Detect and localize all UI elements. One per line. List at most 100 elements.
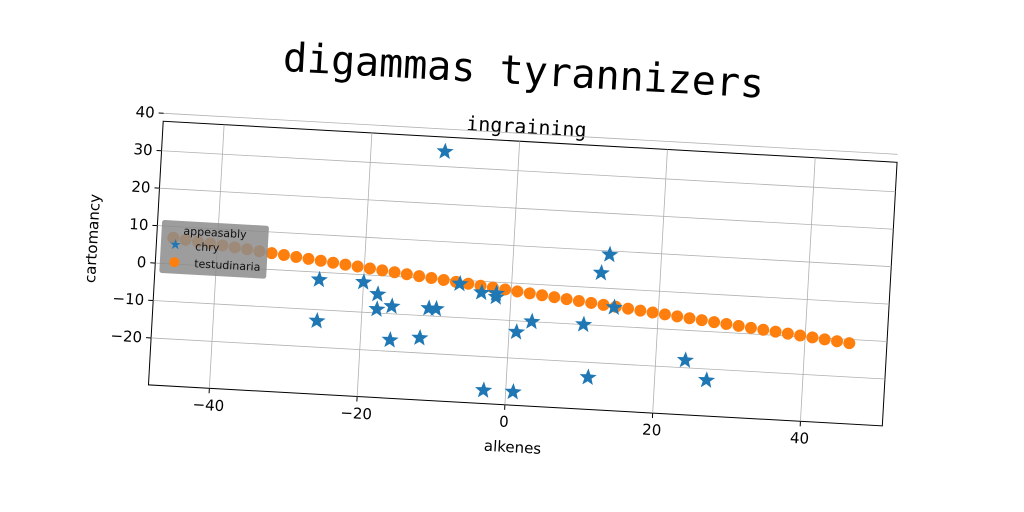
data-marks (167, 142, 856, 400)
testudinaria-point (781, 327, 794, 340)
testudinaria-point (708, 316, 721, 329)
x-axis-ticks: −40 −20 0 20 40 (192, 388, 810, 448)
testudinaria-point (290, 250, 303, 263)
testudinaria-point (351, 260, 364, 273)
x-grid-line (800, 157, 816, 422)
legend-star-marker: ★ (169, 238, 182, 254)
chry-point (592, 263, 610, 281)
x-tick-label: −20 (340, 404, 373, 424)
testudinaria-point (327, 256, 340, 269)
testudinaria-point (511, 285, 524, 298)
testudinaria-point (818, 333, 831, 346)
testudinaria-point (634, 304, 647, 317)
testudinaria-point (536, 289, 549, 302)
testudinaria-point (757, 323, 770, 336)
testudinaria-point (314, 254, 327, 267)
x-tick-label: 0 (499, 413, 510, 432)
chry-point (355, 273, 373, 290)
testudinaria-point (622, 302, 635, 315)
y-tick-label: 10 (129, 215, 149, 234)
testudinaria-point (658, 308, 671, 321)
y-grid-line (151, 337, 885, 380)
testudinaria-point (597, 298, 610, 311)
chry-point (369, 285, 387, 302)
y-tick-label: 30 (133, 140, 153, 159)
chry-point (475, 381, 493, 398)
legend-title: appeasably (183, 225, 247, 242)
chry-point (523, 312, 541, 330)
testudinaria-point (806, 331, 819, 344)
legend-box (159, 220, 269, 279)
testudinaria-point (671, 310, 684, 323)
chry-point (308, 311, 326, 329)
testudinaria-point (376, 264, 389, 277)
chry-point (601, 245, 619, 263)
chry-point (427, 299, 445, 317)
chry-point (473, 283, 491, 301)
chry-point (487, 288, 505, 305)
chry-point (504, 382, 522, 400)
testudinaria-point (560, 293, 573, 306)
testudinaria-point (400, 268, 413, 281)
legend-label-testudinaria: testudinaria (194, 257, 261, 274)
y-grid-line (159, 187, 894, 230)
testudinaria-point (302, 252, 315, 265)
testudinaria-point (425, 272, 438, 285)
y-grid-line (157, 225, 892, 268)
testudinaria-point (277, 249, 290, 262)
y-axis-label: cartomancy (81, 193, 104, 283)
chry-point (383, 297, 401, 314)
testudinaria-point (363, 262, 376, 275)
y-tick-label: −10 (112, 289, 145, 309)
testudinaria-point (572, 295, 585, 308)
testudinaria-point (437, 273, 450, 286)
testudinaria-point (388, 266, 401, 279)
plot-area (147, 120, 898, 427)
testudinaria-point (683, 312, 696, 325)
testudinaria-point (695, 314, 708, 327)
legend-label-chry: chry (195, 240, 220, 254)
x-tick-label: 20 (642, 421, 662, 440)
testudinaria-point (646, 306, 659, 319)
y-grid-line (155, 262, 890, 305)
x-grid-line (652, 149, 668, 414)
chry-point (420, 299, 438, 316)
x-grid-line (504, 141, 521, 405)
y-tick-label: −20 (110, 327, 143, 347)
x-tick-label: −40 (192, 395, 225, 415)
testudinaria-point (413, 270, 426, 283)
chry-point (605, 298, 623, 316)
y-tick-label: 40 (135, 103, 155, 122)
chry-point (579, 368, 597, 385)
chry-point (451, 274, 469, 292)
x-grid-line (356, 132, 373, 397)
testudinaria-point (744, 321, 757, 334)
y-grid-line (161, 150, 896, 193)
chry-point (698, 371, 716, 388)
testudinaria-point (720, 318, 733, 331)
chry-point (575, 315, 593, 333)
chry-point (507, 323, 526, 340)
y-tick-label: 0 (136, 253, 147, 272)
testudinaria-point (830, 335, 843, 348)
testudinaria-point (794, 329, 807, 342)
y-tick-label: 20 (131, 178, 151, 197)
chry-point (411, 328, 429, 346)
legend: appeasably ★ chry testudinaria (159, 220, 269, 279)
testudinaria-point (339, 258, 352, 271)
chry-point (381, 331, 399, 348)
testudinaria-point (265, 247, 278, 260)
chry-point (436, 142, 454, 160)
legend-circle-marker (169, 257, 180, 268)
testudinaria-point (769, 325, 782, 338)
testudinaria-point (585, 296, 598, 309)
testudinaria-point (732, 319, 745, 332)
x-tick-label: 40 (789, 429, 809, 448)
chart-title: ingraining (466, 111, 588, 142)
chart-suptitle: digammas tyrannizers (282, 35, 765, 108)
y-grid-line (163, 112, 898, 155)
chry-point (310, 270, 328, 288)
testudinaria-point (523, 287, 536, 300)
chry-point (676, 351, 694, 368)
